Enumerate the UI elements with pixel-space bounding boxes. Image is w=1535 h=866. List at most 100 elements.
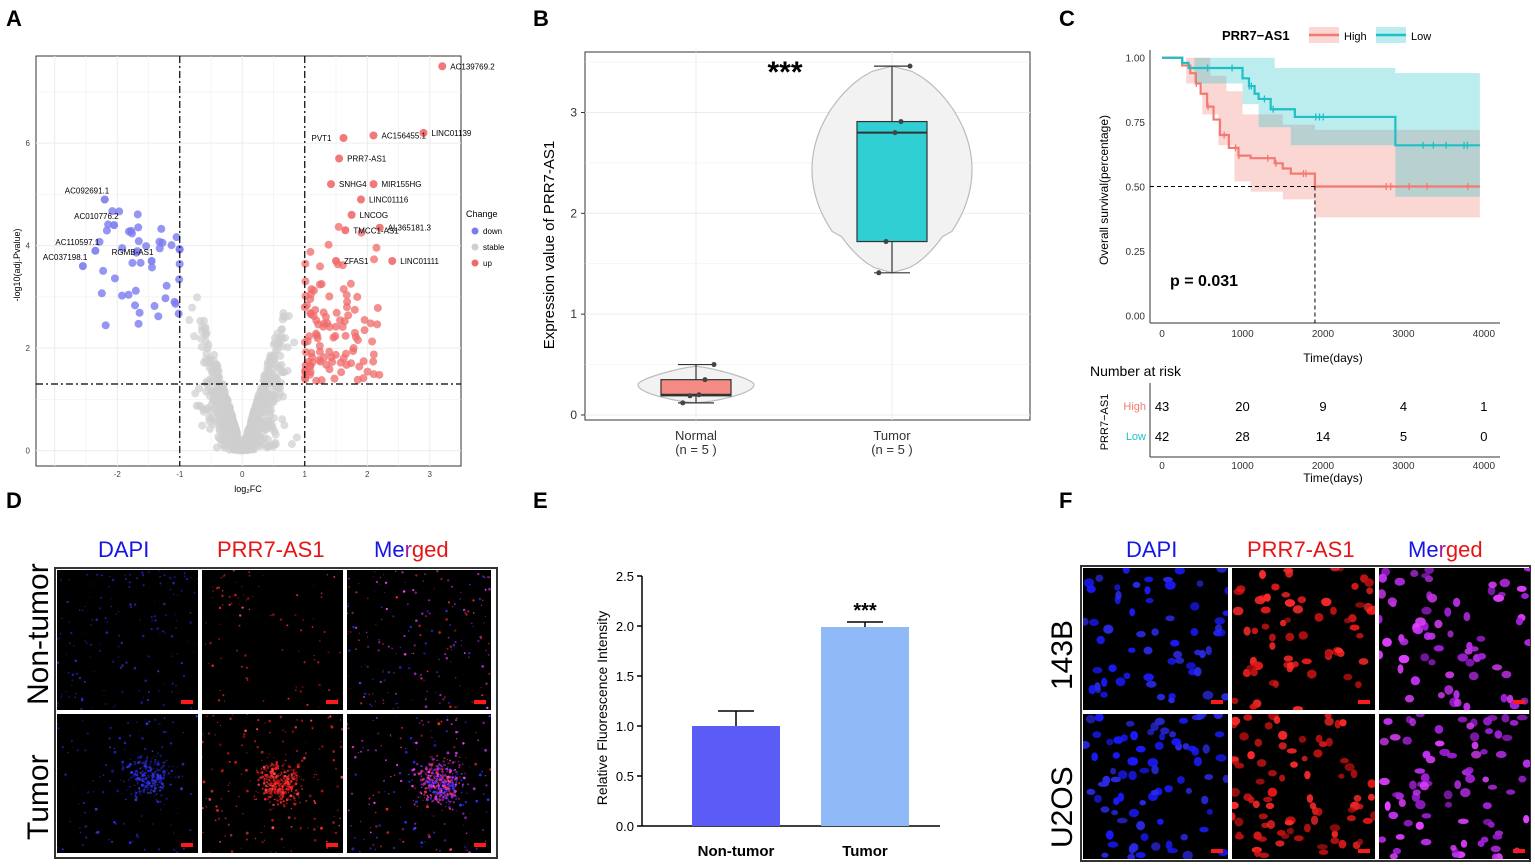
dapi-speckle [59, 579, 62, 582]
merged-cell [1420, 773, 1430, 783]
prr7-speckle [281, 790, 285, 794]
merged-speckle [426, 805, 429, 809]
dapi-nucleus [1151, 842, 1161, 851]
up-point [306, 368, 315, 377]
merged-speckle [469, 766, 471, 768]
merged-speckle [472, 612, 475, 614]
merged-speckle [488, 714, 491, 718]
prr7-speckle [268, 788, 272, 792]
merged-speckle [446, 787, 449, 791]
merged-speckle [475, 847, 478, 850]
merged-cell [1423, 632, 1432, 640]
dapi-speckle [121, 764, 124, 767]
merged-speckle [451, 796, 454, 799]
merged-cell [1444, 607, 1452, 617]
prr7-speckle [220, 657, 222, 660]
prr7-speckle [252, 595, 254, 598]
merged-speckle [462, 824, 465, 826]
merged-speckle [412, 768, 416, 771]
merged-speckle [441, 775, 444, 779]
prr7-speckle [257, 774, 259, 776]
dapi-speckle [81, 609, 84, 612]
merged-speckle [416, 717, 418, 719]
dapi-nucleus [1136, 631, 1146, 638]
stable-point [197, 334, 206, 343]
merged-speckle [380, 845, 383, 848]
prr7-speckle [257, 783, 260, 786]
stable-point [273, 329, 282, 338]
dapi-speckle [89, 656, 92, 659]
merged-speckle [396, 702, 399, 705]
legend-title-prr7: PRR7−AS1 [1222, 28, 1290, 43]
dapi-speckle [155, 793, 158, 796]
merged-speckle [453, 789, 456, 792]
dapi-speckle [131, 763, 133, 766]
merged-cell [1410, 569, 1419, 578]
prr7-speckle [276, 791, 280, 795]
prr7-cell [1278, 742, 1287, 750]
dapi-nucleus [1128, 808, 1140, 818]
prr7-speckle [293, 802, 297, 806]
panel-label-d: D [6, 488, 22, 513]
merged-speckle [457, 705, 459, 707]
merged-speckle [460, 645, 462, 647]
dapi-speckle [163, 602, 166, 606]
risk-x-tick: 0 [1159, 461, 1165, 472]
prr7-cell [1347, 807, 1356, 813]
prr7-speckle [295, 686, 298, 688]
prr7-speckle [269, 795, 272, 799]
up-point [373, 320, 382, 329]
dapi-nucleus [1198, 714, 1206, 720]
merged-speckle [369, 703, 371, 706]
dapi-speckle [180, 787, 183, 791]
prr7-speckle [291, 775, 293, 777]
dapi-nucleus [1202, 690, 1214, 700]
dapi-speckle [128, 765, 131, 767]
dapi-speckle [134, 769, 136, 771]
prr7-speckle [292, 772, 296, 775]
dapi-speckle [146, 758, 148, 760]
down-point [133, 247, 142, 256]
merged-speckle [437, 718, 439, 720]
dapi-nucleus [1088, 684, 1097, 695]
dapi-speckle [110, 605, 112, 608]
prr7-speckle [244, 729, 247, 733]
merged-speckle [423, 781, 427, 785]
prr7-speckle [326, 574, 329, 576]
dapi-speckle [115, 613, 117, 615]
prr7-speckle [275, 775, 277, 777]
dapi-speckle [141, 766, 143, 768]
dapi-nucleus [1194, 666, 1202, 677]
prr7-cell [1281, 592, 1291, 598]
dapi-speckle [155, 798, 158, 801]
merged-speckle [347, 612, 349, 614]
dapi-speckle [154, 770, 156, 773]
merged-cell [1477, 653, 1487, 660]
prr7-speckle [218, 623, 221, 626]
prr7-speckle [270, 762, 274, 766]
merged-speckle [456, 796, 458, 798]
prr7-speckle [268, 753, 271, 755]
up-point [305, 332, 314, 341]
dapi-speckle [146, 756, 149, 759]
prr7-cell [1260, 606, 1271, 614]
merged-speckle [380, 618, 383, 621]
prr7-speckle [230, 850, 234, 853]
merged-speckle [400, 779, 403, 783]
stable-point [228, 434, 237, 443]
prr7-speckle [222, 575, 225, 578]
merged-speckle [415, 574, 418, 577]
stable-point [271, 430, 280, 439]
prr7-speckle [290, 788, 293, 791]
image-f-u2os-prr7 [1232, 714, 1375, 859]
dapi-speckle [172, 848, 175, 851]
merged-speckle [422, 580, 425, 582]
dapi-speckle [138, 689, 140, 692]
merged-speckle [433, 768, 437, 772]
dapi-speckle [135, 769, 139, 773]
dapi-speckle [151, 750, 154, 753]
dapi-speckle [128, 841, 132, 845]
merged-speckle [440, 625, 442, 627]
merged-cell [1437, 692, 1445, 699]
prr7-cell [1306, 794, 1314, 803]
